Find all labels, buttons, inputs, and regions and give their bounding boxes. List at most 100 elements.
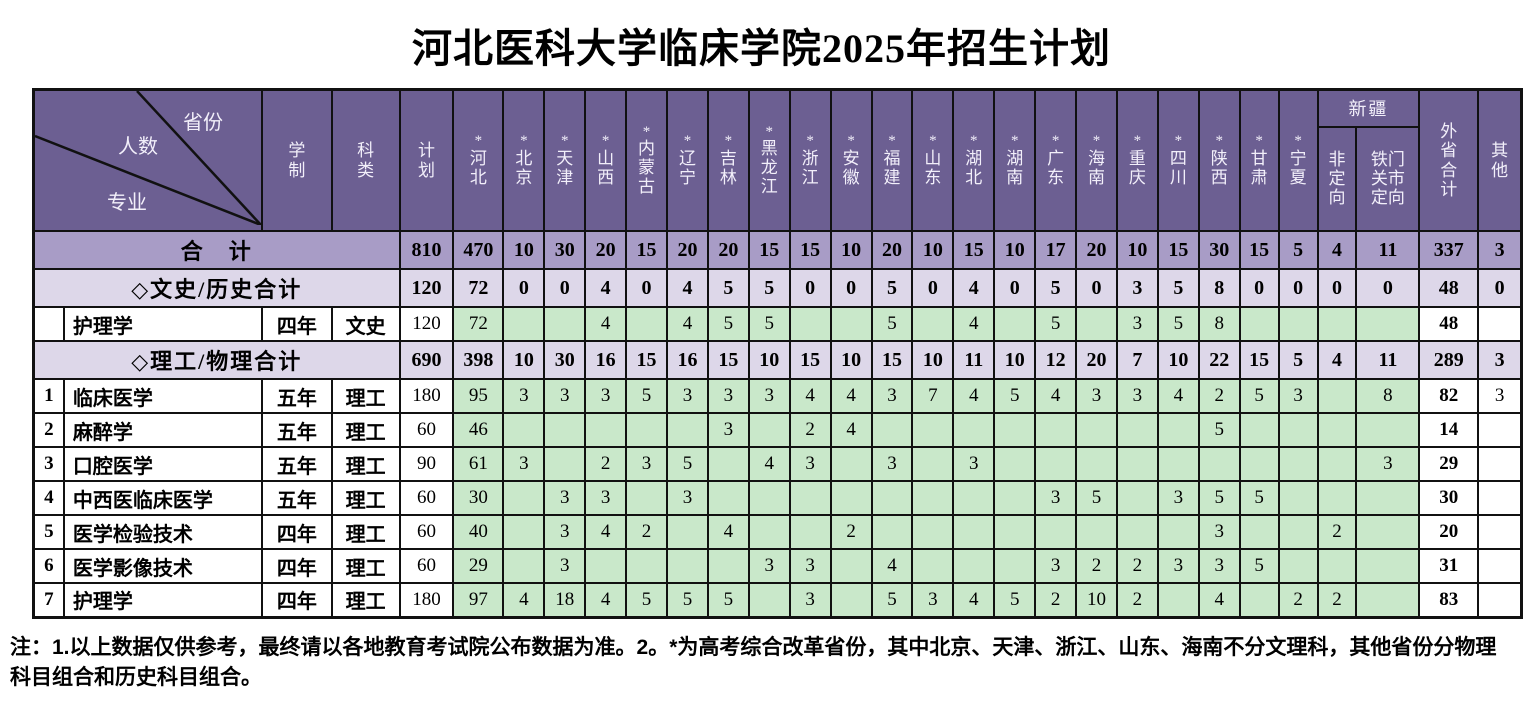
value-cell (584, 412, 628, 448)
value-cell: 3 (1075, 378, 1118, 414)
value-cell: 470 (452, 230, 505, 270)
value-cell: 2 (1316, 582, 1358, 618)
value-cell: 4 (584, 268, 628, 308)
out-province-total-cell: 20 (1418, 514, 1480, 550)
value-cell: 5 (706, 306, 750, 342)
value-cell (666, 514, 709, 550)
value-cell: 10 (911, 340, 955, 380)
value-cell: 3 (870, 378, 914, 414)
major-row: 6 医学影像技术 四年 理工 60 29 3 3 3 4 3 2 2 3 3 5 31 (32, 548, 1523, 584)
value-cell: 4 (829, 378, 873, 414)
row-label-cell: 合 计 (32, 230, 401, 270)
major-row: 1 临床医学 五年 理工 180 95 3 3 3 5 3 3 3 4 4 3 7 4 5 4 3 3 4 2 5 3 8 82 3 (32, 378, 1523, 414)
value-cell: 5 (1034, 268, 1078, 308)
value-cell: 398 (452, 340, 505, 380)
other-cell (1477, 582, 1523, 618)
value-cell: 72 (452, 268, 505, 308)
value-cell: 30 (543, 230, 587, 270)
column-header-province: * 福建 (870, 88, 914, 232)
value-cell: 2 (1115, 582, 1159, 618)
major-name-cell: 护理学 (62, 306, 264, 342)
value-cell (788, 306, 832, 342)
category-cell: 理工 (330, 378, 401, 414)
value-cell: 3 (666, 480, 709, 516)
plan-cell: 120 (398, 306, 455, 342)
column-header-xinjiang-sub: 铁门关市定向 (1355, 125, 1421, 233)
value-cell: 3 (1277, 378, 1319, 414)
column-header-province: * 黑龙江 (747, 88, 791, 232)
out-province-total-cell: 29 (1418, 446, 1480, 482)
years-cell: 四年 (261, 582, 333, 618)
value-cell (502, 480, 546, 516)
value-cell: 4 (1316, 230, 1358, 270)
column-header-province: * 辽宁 (666, 88, 709, 232)
value-cell: 3 (788, 582, 832, 618)
value-cell: 3 (584, 480, 628, 516)
plan-cell: 60 (398, 548, 455, 584)
value-cell: 15 (625, 340, 668, 380)
value-cell (625, 412, 668, 448)
column-header-province: * 重庆 (1115, 88, 1159, 232)
value-cell (993, 446, 1037, 482)
value-cell (502, 412, 546, 448)
value-cell (829, 306, 873, 342)
out-province-total-cell: 289 (1418, 340, 1480, 380)
plan-cell: 180 (398, 378, 455, 414)
value-cell (666, 548, 709, 584)
value-cell: 5 (1034, 306, 1078, 342)
reform-mark: * (642, 123, 651, 140)
row-number-cell: 7 (32, 582, 65, 618)
column-header-province: * 安徽 (829, 88, 873, 232)
value-cell: 5 (993, 582, 1037, 618)
category-cell: 理工 (330, 480, 401, 516)
value-cell: 15 (706, 340, 750, 380)
value-cell: 3 (1115, 378, 1159, 414)
value-cell: 3 (952, 446, 996, 482)
value-cell: 3 (870, 446, 914, 482)
value-cell: 72 (452, 306, 505, 342)
corner-label-major: 专业 (107, 191, 147, 214)
plan-cell: 120 (398, 268, 455, 308)
plan-cell: 60 (398, 412, 455, 448)
out-province-total-cell: 14 (1418, 412, 1480, 448)
value-cell (993, 480, 1037, 516)
reform-mark: * (1215, 133, 1223, 150)
value-cell: 0 (829, 268, 873, 308)
column-header-province: * 湖南 (993, 88, 1037, 232)
column-header-other: 其他 (1477, 88, 1523, 232)
value-cell: 7 (1115, 340, 1159, 380)
value-cell (1156, 446, 1200, 482)
column-header-province: * 广东 (1034, 88, 1078, 232)
years-cell: 五年 (261, 378, 333, 414)
value-cell: 3 (706, 378, 750, 414)
value-cell (747, 582, 791, 618)
value-cell: 3 (911, 582, 955, 618)
major-name-cell: 麻醉学 (62, 412, 264, 448)
value-cell (829, 446, 873, 482)
value-cell: 5 (870, 582, 914, 618)
value-cell: 3 (584, 378, 628, 414)
value-cell: 0 (1355, 268, 1421, 308)
column-header-province: * 北京 (502, 88, 546, 232)
value-cell (829, 480, 873, 516)
major-name-cell: 医学影像技术 (62, 548, 264, 584)
value-cell (911, 412, 955, 448)
value-cell (993, 306, 1037, 342)
major-name-cell: 临床医学 (62, 378, 264, 414)
value-cell (1197, 446, 1241, 482)
value-cell: 3 (1197, 514, 1241, 550)
major-name-cell: 护理学 (62, 582, 264, 618)
value-cell (706, 446, 750, 482)
diagonal-header-cell: 省份 人数 专业 (32, 88, 263, 232)
value-cell (706, 480, 750, 516)
column-header-xinjiang-sub: 非定向 (1316, 125, 1358, 233)
value-cell: 15 (1238, 230, 1280, 270)
column-header-province: * 四川 (1156, 88, 1200, 232)
value-cell: 20 (666, 230, 709, 270)
value-cell: 4 (584, 582, 628, 618)
value-cell (1277, 514, 1319, 550)
value-cell (788, 514, 832, 550)
value-cell (952, 548, 996, 584)
value-cell (1075, 446, 1118, 482)
value-cell: 3 (502, 378, 546, 414)
